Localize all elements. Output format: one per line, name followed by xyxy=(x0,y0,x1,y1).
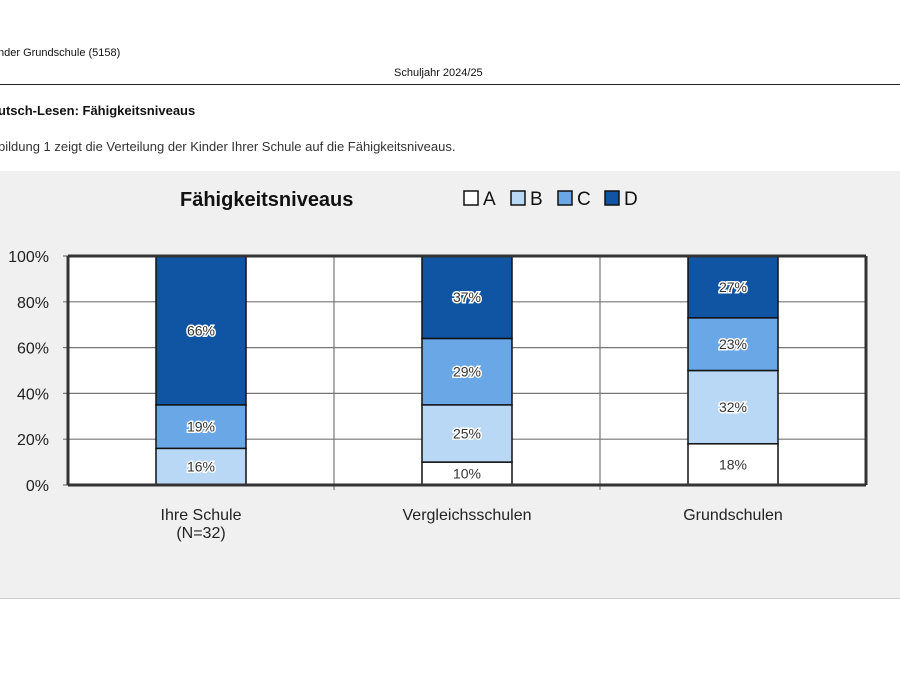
bar-segment-A xyxy=(687,443,779,486)
x-tick-label: Vergleichsschulen xyxy=(403,507,532,524)
legend-label: A xyxy=(483,189,496,210)
y-tick-label: 80% xyxy=(17,295,49,312)
bar-segment-C xyxy=(421,337,513,406)
bar-segment-D xyxy=(687,255,779,319)
data-label: 23% xyxy=(719,336,747,352)
y-tick-label: 20% xyxy=(17,432,49,449)
data-label: 27% xyxy=(719,279,747,295)
y-tick-label: 40% xyxy=(17,386,49,403)
data-label: 29% xyxy=(453,364,481,380)
school-name: nder Grundschule (5158) xyxy=(0,47,121,59)
bar-segment-B xyxy=(687,369,779,445)
data-label: 25% xyxy=(453,425,481,441)
section-title: utsch-Lesen: Fähigkeitsniveaus xyxy=(0,103,196,118)
legend-swatch-A xyxy=(463,190,479,206)
legend-label: C xyxy=(577,189,591,210)
legend-label: B xyxy=(530,189,543,210)
x-tick-label: Grundschulen xyxy=(683,507,783,524)
header-divider xyxy=(0,84,900,85)
intro-text: bildung 1 zeigt die Verteilung der Kinde… xyxy=(0,139,456,154)
chart-title: Fähigkeitsniveaus xyxy=(180,189,353,211)
legend-label: D xyxy=(624,189,638,210)
data-label: 37% xyxy=(453,289,481,305)
x-tick-label: (N=32) xyxy=(176,525,225,542)
x-tick-label: Ihre Schule xyxy=(161,507,242,524)
data-label: 16% xyxy=(187,459,215,475)
bar-segment-D xyxy=(421,255,513,340)
y-tick-label: 60% xyxy=(17,341,49,358)
school-year: Schuljahr 2024/25 xyxy=(394,67,483,79)
data-label: 19% xyxy=(187,419,215,435)
legend-swatch-C xyxy=(557,190,573,206)
bar-segment-B xyxy=(421,404,513,463)
bar-segment-C xyxy=(155,404,247,450)
data-label: 10% xyxy=(453,466,481,482)
bar-segment-D xyxy=(155,255,247,406)
y-tick-label: 100% xyxy=(8,249,49,266)
y-tick-label: 0% xyxy=(26,478,49,495)
bar-segment-C xyxy=(687,317,779,372)
legend-swatch-D xyxy=(604,190,620,206)
data-label: 18% xyxy=(719,456,747,472)
data-label: 66% xyxy=(187,322,215,338)
data-label: 32% xyxy=(719,399,747,415)
legend-swatch-B xyxy=(510,190,526,206)
bar-segment-B xyxy=(155,447,247,486)
